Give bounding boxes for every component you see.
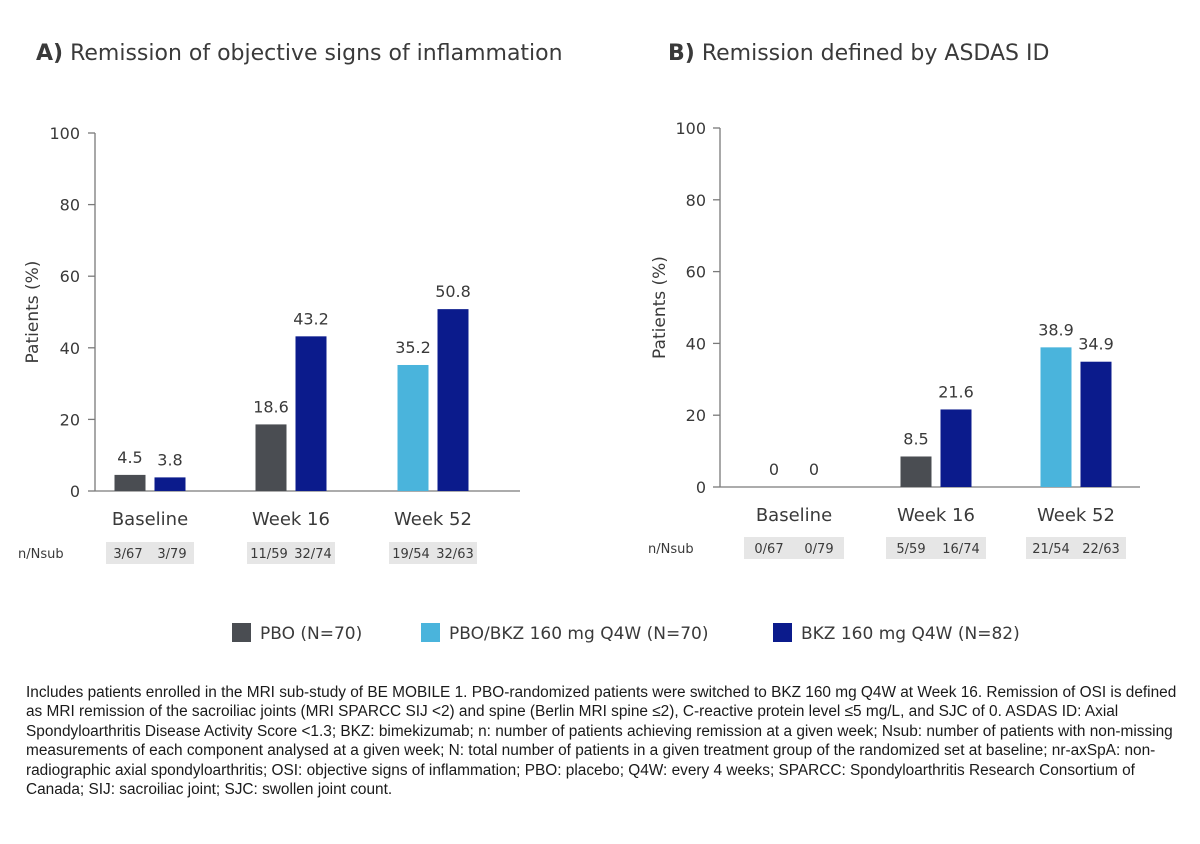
nsub-value: 5/59 — [896, 542, 925, 557]
nsub-value: 0/79 — [804, 542, 833, 557]
y-tick-label: 60 — [60, 267, 80, 286]
bar-value-label: 0 — [809, 460, 819, 479]
bar-bkz — [1080, 361, 1112, 487]
bar-bkz — [154, 477, 186, 491]
chart-panel-b: B) Remission defined by ASDAS ID 0 20 40 60 8… — [648, 41, 1140, 559]
nsub-box — [106, 542, 194, 564]
x-category-label: Week 52 — [394, 509, 472, 530]
nsub-value: 22/63 — [1082, 542, 1119, 557]
bar-value-label: 34.9 — [1078, 335, 1114, 354]
bar-value-label: 21.6 — [938, 382, 974, 401]
bar-value-label: 8.5 — [903, 429, 928, 448]
y-tick-label: 40 — [686, 334, 706, 353]
y-tick-label: 60 — [686, 263, 706, 282]
x-category-label: Week 16 — [897, 505, 975, 526]
chart-panel-a: A) Remission of objective signs of infla… — [18, 41, 563, 564]
bar-value-label: 43.2 — [293, 309, 329, 328]
legend-swatch-pbo — [232, 623, 251, 642]
bar-bkz — [940, 409, 972, 487]
figure-canvas: A) Remission of objective signs of infla… — [18, 41, 1140, 644]
bar-pbo_bkz — [397, 364, 429, 491]
bar-value-label: 4.5 — [117, 448, 142, 467]
nsub-value: 16/74 — [942, 542, 979, 557]
legend-label: BKZ 160 mg Q4W (N=82) — [801, 624, 1020, 644]
bar-pbo — [255, 424, 287, 491]
nsub-value: 32/63 — [436, 547, 473, 562]
y-tick-label: 80 — [686, 191, 706, 210]
nsub-value: 3/79 — [157, 547, 186, 562]
nsub-box — [247, 542, 335, 564]
footnote: Includes patients enrolled in the MRI su… — [26, 684, 1177, 799]
y-tick-label: 20 — [60, 410, 80, 429]
y-tick-label: 40 — [60, 339, 80, 358]
x-category-label: Week 16 — [252, 509, 330, 530]
bar-bkz — [295, 336, 327, 491]
legend-label: PBO/BKZ 160 mg Q4W (N=70) — [449, 624, 708, 644]
y-tick-label: 100 — [675, 119, 706, 138]
y-axis-label: Patients (%) — [23, 261, 43, 364]
legend-swatch-bkz — [773, 623, 792, 642]
x-category-label: Baseline — [756, 505, 832, 526]
bar-pbo — [114, 474, 146, 491]
nsub-value: 11/59 — [250, 547, 287, 562]
panel-letter: A) — [36, 41, 63, 66]
bar-value-label: 0 — [769, 460, 779, 479]
panel-title-text: Remission of objective signs of inflamma… — [63, 41, 562, 66]
nsub-box — [744, 537, 844, 559]
panel-letter: B) — [668, 41, 695, 66]
y-tick-label: 0 — [70, 482, 80, 501]
nsub-value: 32/74 — [294, 547, 331, 562]
nsub-row-label: n/Nsub — [648, 542, 694, 557]
nsub-box — [389, 542, 477, 564]
nsub-value: 3/67 — [113, 547, 142, 562]
nsub-box — [886, 537, 986, 559]
legend-swatch-pbo_bkz — [421, 623, 440, 642]
panel-title-text: Remission defined by ASDAS ID — [695, 41, 1050, 66]
bar-pbo — [900, 456, 932, 487]
nsub-box — [1026, 537, 1126, 559]
legend: PBO (N=70) PBO/BKZ 160 mg Q4W (N=70) BKZ 1… — [232, 623, 1020, 644]
bar-bkz — [437, 309, 469, 491]
bar-value-label: 35.2 — [395, 338, 431, 357]
nsub-value: 19/54 — [392, 547, 429, 562]
nsub-value: 21/54 — [1032, 542, 1069, 557]
legend-label: PBO (N=70) — [260, 624, 362, 644]
bar-value-label: 50.8 — [435, 282, 471, 301]
y-tick-label: 20 — [686, 406, 706, 425]
bar-value-label: 18.6 — [253, 397, 289, 416]
y-tick-label: 80 — [60, 196, 80, 215]
y-axis-label: Patients (%) — [650, 256, 670, 359]
x-category-label: Baseline — [112, 509, 188, 530]
y-tick-label: 100 — [49, 124, 80, 143]
panel-title: B) Remission defined by ASDAS ID — [668, 41, 1049, 66]
x-category-label: Week 52 — [1037, 505, 1115, 526]
bar-value-label: 38.9 — [1038, 320, 1074, 339]
panel-title: A) Remission of objective signs of infla… — [36, 41, 563, 66]
nsub-row-label: n/Nsub — [18, 547, 64, 562]
nsub-value: 0/67 — [754, 542, 783, 557]
bar-pbo_bkz — [1040, 347, 1072, 487]
bar-value-label: 3.8 — [157, 450, 182, 469]
y-tick-label: 0 — [696, 478, 706, 497]
